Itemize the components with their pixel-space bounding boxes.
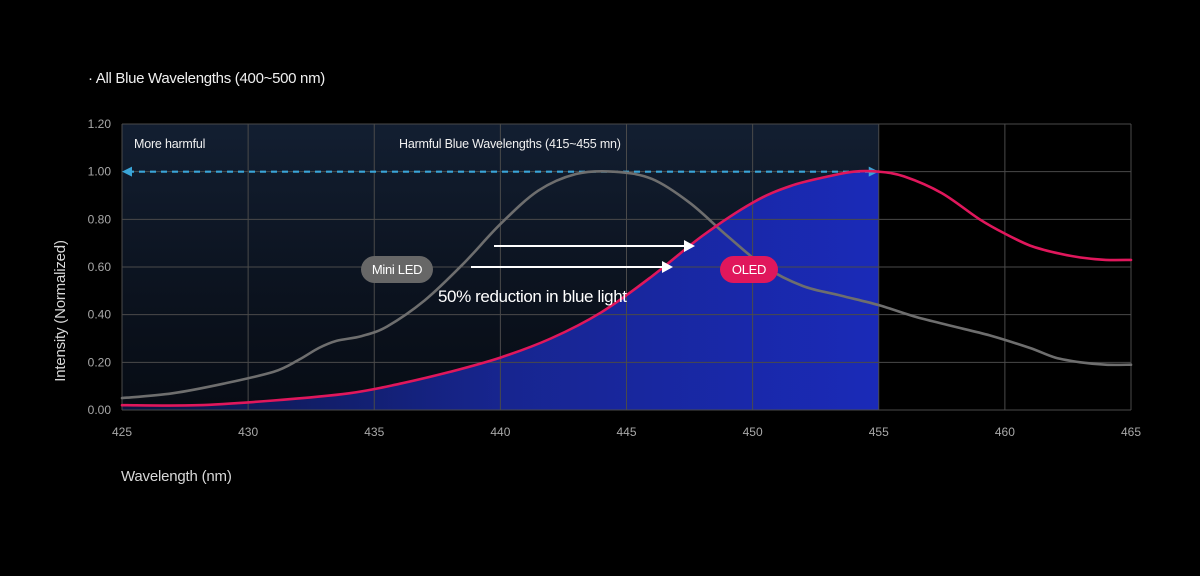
reduction-annotation: 50% reduction in blue light	[438, 287, 627, 306]
y-tick-0.60: 0.60	[88, 260, 112, 274]
oled-badge: OLED	[720, 256, 778, 283]
x-tick-465: 465	[1121, 425, 1141, 439]
y-tick-0.80: 0.80	[88, 212, 112, 226]
chart-title: · All Blue Wavelengths (400~500 nm)	[88, 70, 325, 87]
x-axis-label: Wavelength (nm)	[121, 468, 232, 485]
more-harmful-label: More harmful	[134, 137, 205, 151]
series-lines	[120, 169, 1133, 407]
minled-badge: Mini LED	[361, 256, 433, 283]
y-tick-0.00: 0.00	[88, 403, 112, 417]
x-tick-460: 460	[995, 425, 1015, 439]
shift-arrows	[471, 240, 695, 273]
series-line-oled	[120, 169, 1133, 407]
y-axis-ticks: 0.00 0.20 0.40 0.60 0.80 1.00 1.20	[88, 117, 112, 417]
x-tick-430: 430	[238, 425, 258, 439]
x-tick-435: 435	[364, 425, 384, 439]
y-tick-0.40: 0.40	[88, 308, 112, 322]
minled-badge-text: Mini LED	[372, 262, 422, 277]
shift-arrow-upper-head	[684, 240, 695, 252]
x-axis-ticks: 425 430 435 440 445 450 455 460 465	[112, 425, 1141, 439]
harmful-range-label: Harmful Blue Wavelengths (415~455 mn)	[399, 137, 621, 151]
y-tick-1.20: 1.20	[88, 117, 112, 131]
x-tick-455: 455	[869, 425, 889, 439]
oled-badge-text: OLED	[732, 262, 766, 277]
y-axis-label: Intensity (Normalized)	[52, 240, 69, 382]
x-tick-440: 440	[490, 425, 510, 439]
reference-arrow-left	[122, 166, 132, 177]
x-tick-450: 450	[743, 425, 763, 439]
shift-arrow-lower-head	[662, 261, 673, 273]
x-tick-425: 425	[112, 425, 132, 439]
y-tick-0.20: 0.20	[88, 355, 112, 369]
x-tick-445: 445	[616, 425, 636, 439]
series-line-mini-led	[120, 169, 1133, 400]
y-tick-1.00: 1.00	[88, 165, 112, 179]
